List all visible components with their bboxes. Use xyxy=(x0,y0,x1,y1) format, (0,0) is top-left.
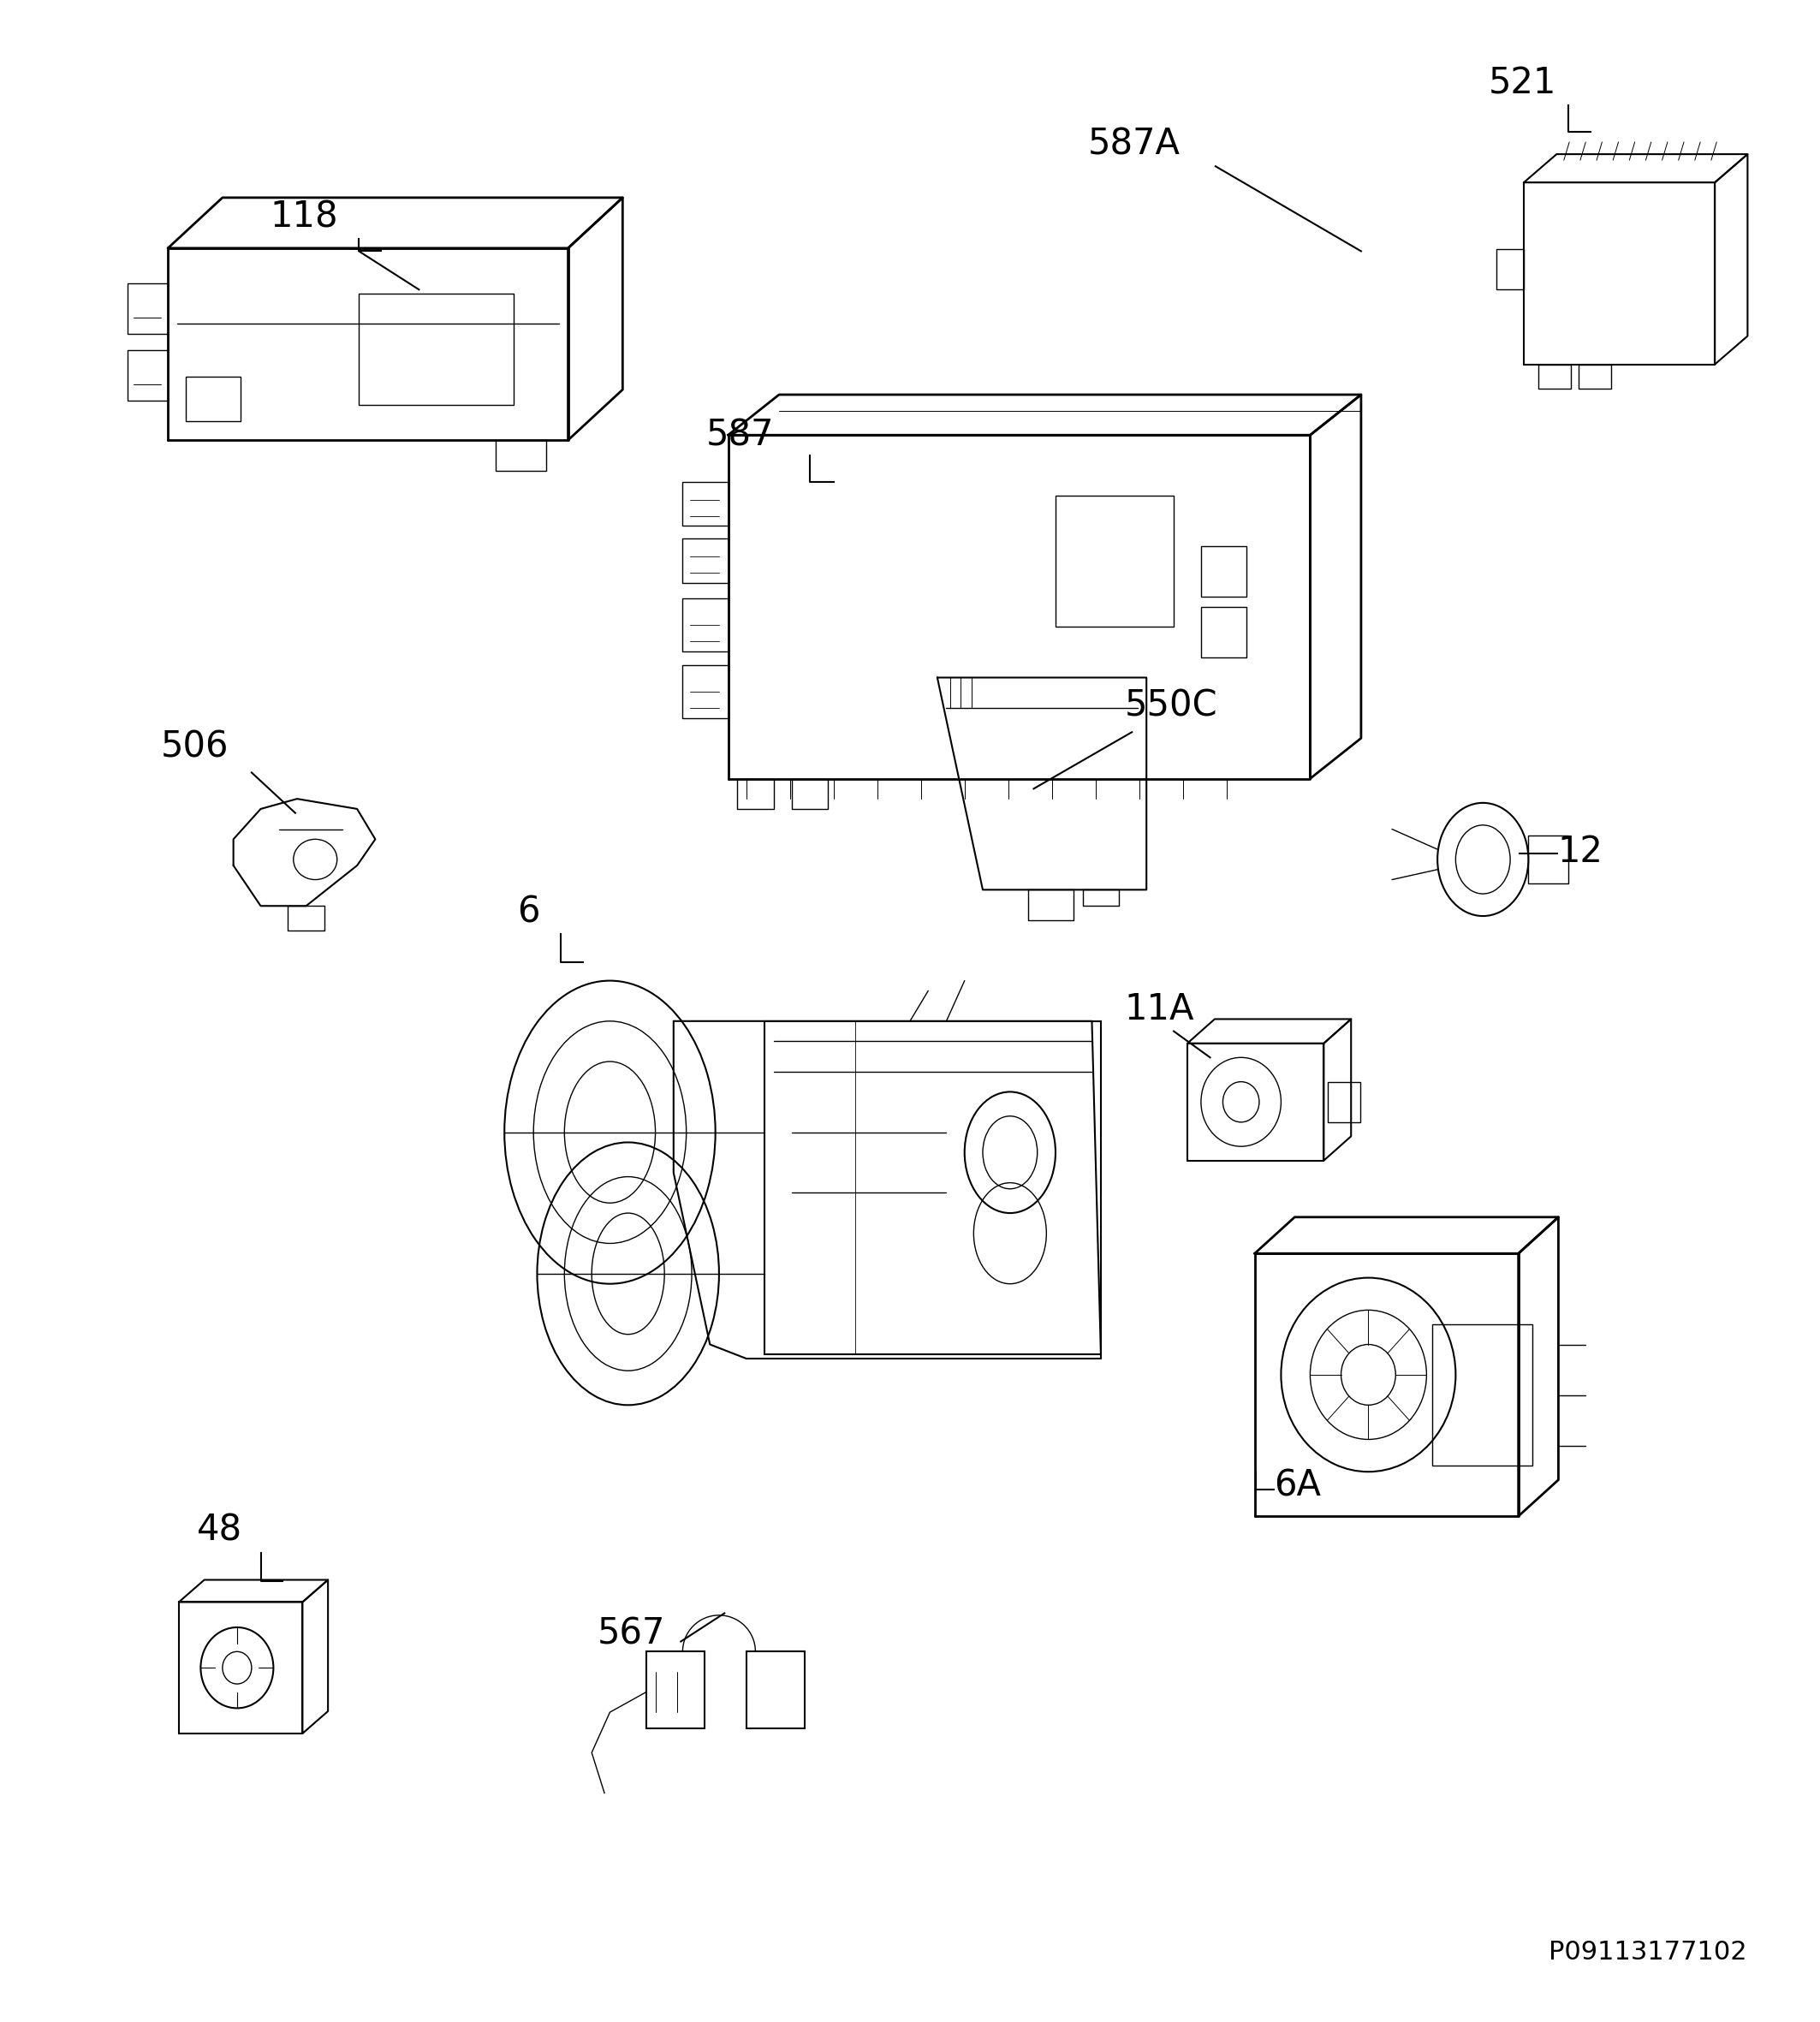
Text: 506: 506 xyxy=(160,728,229,764)
Bar xyxy=(1201,607,1247,657)
Text: 118: 118 xyxy=(269,198,339,235)
Bar xyxy=(1201,546,1247,596)
Bar xyxy=(682,538,728,582)
Text: 6: 6 xyxy=(517,894,541,930)
Bar xyxy=(682,481,728,526)
Bar xyxy=(746,1652,804,1729)
Bar xyxy=(495,441,546,471)
Bar xyxy=(646,1652,704,1729)
Bar xyxy=(682,665,728,718)
Text: 48: 48 xyxy=(197,1512,242,1549)
Text: 587A: 587A xyxy=(1088,125,1181,162)
Bar xyxy=(792,778,828,809)
Bar xyxy=(1496,249,1523,289)
Bar xyxy=(1578,364,1611,388)
Bar xyxy=(737,778,774,809)
Bar xyxy=(1529,835,1569,884)
Bar xyxy=(1432,1324,1532,1466)
Text: 6A: 6A xyxy=(1274,1468,1321,1504)
Bar xyxy=(682,599,728,651)
Text: 550C: 550C xyxy=(1125,687,1218,724)
Bar xyxy=(1056,495,1174,627)
Bar xyxy=(764,1021,1101,1355)
Text: 12: 12 xyxy=(1558,833,1603,869)
Text: 521: 521 xyxy=(1489,65,1556,101)
Text: 11A: 11A xyxy=(1125,991,1194,1027)
Bar xyxy=(127,283,167,334)
Text: 567: 567 xyxy=(597,1616,664,1652)
Bar xyxy=(1327,1082,1360,1122)
Text: 587: 587 xyxy=(706,417,774,453)
Bar xyxy=(127,350,167,400)
Bar xyxy=(1538,364,1571,388)
Text: P09113177102: P09113177102 xyxy=(1549,1939,1747,1965)
Bar xyxy=(359,293,513,404)
Bar xyxy=(186,376,240,421)
